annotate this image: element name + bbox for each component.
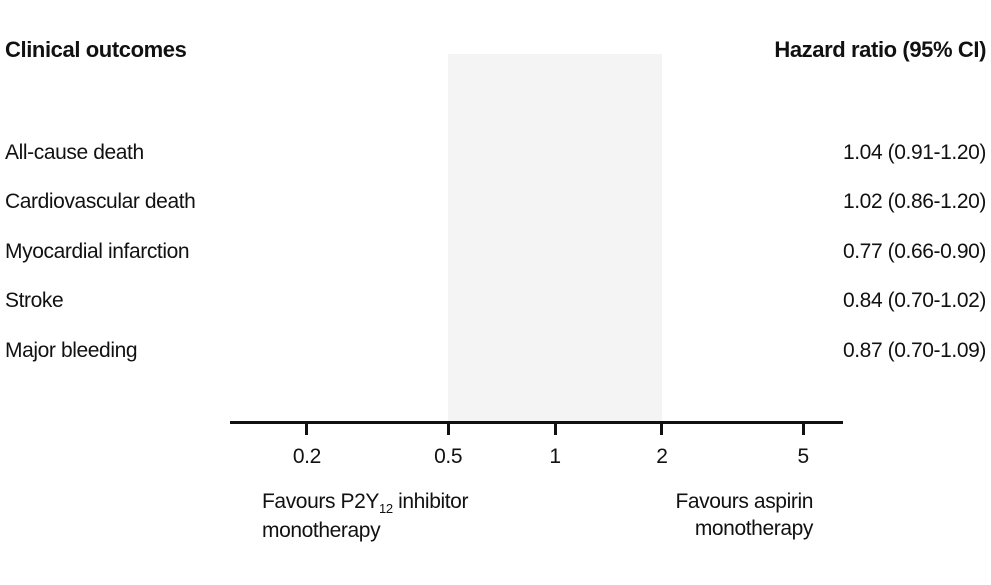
x-axis-tick-label: 2 — [656, 445, 668, 468]
column-header-hazard-ratio: Hazard ratio (95% CI) — [774, 37, 986, 62]
favours-left-line2: monotherapy — [262, 519, 381, 542]
x-axis-tick-label: 1 — [549, 445, 561, 468]
favours-left-subscript: 12 — [379, 501, 393, 516]
favours-left-label: Favours P2Y12 inhibitor monotherapy — [262, 488, 468, 544]
outcome-label: Major bleeding — [5, 338, 138, 362]
favours-left-line1: Favours P2Y12 inhibitor — [262, 488, 468, 517]
x-axis-tick — [660, 421, 664, 435]
favours-right-line1: Favours aspirin — [675, 490, 813, 513]
x-axis-tick — [801, 421, 805, 435]
outcome-label: All-cause death — [5, 140, 144, 164]
column-header-clinical-outcomes: Clinical outcomes — [5, 37, 187, 62]
x-axis-tick — [553, 421, 557, 435]
hr-value: 0.84 (0.70-1.02) — [842, 289, 986, 312]
favours-right-label: Favours aspirin monotherapy — [675, 488, 813, 542]
hr-value: 1.04 (0.91-1.20) — [842, 140, 986, 164]
x-axis-tick-label: 0.5 — [434, 445, 463, 468]
outcome-label: Myocardial infarction — [5, 239, 190, 263]
shaded-band — [448, 54, 662, 421]
hr-value: 0.87 (0.70-1.09) — [842, 338, 986, 362]
x-axis-tick — [305, 421, 309, 435]
x-axis-tick-label: 0.2 — [292, 445, 321, 468]
outcome-label: Stroke — [5, 289, 64, 312]
outcome-label: Cardiovascular death — [5, 190, 196, 213]
x-axis-tick-label: 5 — [797, 445, 809, 468]
hr-value: 0.77 (0.66-0.90) — [842, 239, 986, 263]
hr-value: 1.02 (0.86-1.20) — [842, 190, 986, 213]
x-axis-line — [230, 421, 843, 424]
favours-left-prefix: Favours P2Y — [262, 490, 379, 513]
favours-left-suffix: inhibitor — [392, 490, 469, 513]
favours-right-line2: monotherapy — [694, 517, 814, 540]
x-axis-tick — [446, 421, 450, 435]
